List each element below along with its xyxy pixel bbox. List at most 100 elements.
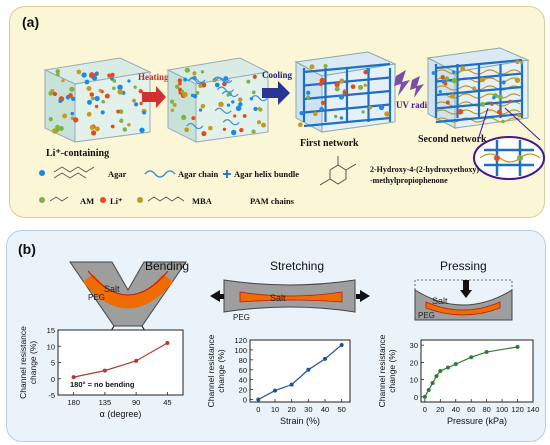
data-point (469, 355, 474, 360)
particle (73, 117, 79, 123)
particle (104, 93, 110, 99)
x-tick-label: 45 (163, 398, 171, 407)
particle (339, 78, 345, 84)
particle (110, 72, 115, 78)
particle (334, 86, 340, 92)
data-point (273, 388, 277, 393)
particle (201, 130, 207, 137)
particle (200, 103, 206, 109)
particle (175, 84, 180, 89)
data-point (71, 375, 76, 380)
y-tick-label: 0 (51, 375, 55, 384)
pressing-title: Pressing (440, 259, 487, 273)
uv-lightning-icon (394, 70, 424, 98)
particle (378, 104, 385, 111)
particle (208, 125, 213, 131)
legend-a: Agar Agar chain Agar helix bundle 2-Hydr… (39, 156, 479, 206)
particle (256, 120, 262, 125)
network-strand (303, 116, 391, 128)
particle (490, 102, 494, 106)
cube-heated (166, 57, 270, 143)
second-network-label: Second network (418, 134, 487, 145)
network-strand (435, 99, 523, 110)
particle (218, 101, 224, 108)
panel-b-label: (b) (18, 241, 36, 257)
particle (112, 86, 116, 91)
y-tick-label: 10 (47, 342, 55, 351)
particle (116, 109, 121, 114)
particle (55, 124, 60, 130)
particle (368, 105, 373, 110)
heating-arrow (142, 86, 166, 108)
particle (231, 129, 237, 136)
particle (70, 111, 75, 116)
stretching-schematic (210, 279, 370, 313)
x-tick-label: 0 (423, 405, 427, 414)
data-point (446, 365, 451, 370)
data-point (165, 341, 170, 345)
particle (214, 82, 220, 88)
particle (68, 93, 73, 99)
particle (452, 70, 456, 74)
particle (200, 70, 205, 74)
y-tick-label: 5 (51, 359, 55, 368)
particle (70, 96, 76, 102)
particle (139, 127, 145, 133)
particle (251, 129, 256, 134)
x-tick-label: 60 (467, 405, 475, 414)
particle (101, 99, 106, 104)
particle (339, 116, 344, 120)
x-axis-label: Strain (%) (280, 416, 320, 426)
heating-label: Heating (138, 72, 169, 82)
particle (319, 77, 326, 84)
particle (261, 122, 267, 128)
y-axis-label: change (%) (28, 341, 38, 385)
y-tick-label: -5 (48, 391, 55, 400)
y-tick-label: 20 (239, 386, 247, 395)
data-point (289, 382, 294, 387)
particle (457, 108, 464, 115)
particle (132, 98, 136, 103)
x-tick-label: 40 (452, 405, 460, 414)
legend-agar: Agar (108, 169, 127, 179)
particle (184, 127, 189, 133)
data-point (434, 374, 439, 379)
particle (472, 86, 477, 91)
data-point (256, 397, 261, 402)
particle (190, 93, 195, 97)
y-tick-label: 80 (239, 356, 247, 365)
data-point (426, 387, 431, 392)
data-point (306, 367, 311, 372)
cube-second-network (426, 47, 530, 129)
agar-chain (250, 95, 268, 102)
particle (508, 99, 512, 103)
y-tick-label: 100 (234, 346, 247, 355)
particle (498, 72, 503, 77)
cube-li-containing (43, 57, 152, 143)
particle (81, 72, 87, 78)
particle (451, 77, 458, 84)
data-point (323, 356, 327, 361)
y-tick-label: 20 (410, 358, 418, 367)
particle (517, 113, 522, 118)
particle (338, 94, 345, 100)
bending-schematic (69, 261, 187, 343)
particle (86, 85, 92, 92)
x-tick-label: 40 (321, 405, 329, 414)
particle (90, 96, 95, 101)
particle (253, 106, 258, 112)
particle (61, 79, 65, 83)
particle (309, 64, 315, 70)
particle (251, 90, 256, 95)
particle (231, 100, 235, 104)
y-tick-label: 40 (239, 376, 247, 385)
particle (480, 101, 486, 107)
particle (133, 85, 137, 89)
particle (363, 83, 367, 87)
particle (183, 77, 188, 82)
legend-photoinitiator-2: -methylpropiophenone (370, 176, 448, 185)
particle (55, 69, 61, 74)
x-tick-label: 180 (67, 398, 80, 407)
x-tick-label: 140 (527, 405, 540, 414)
particle (133, 102, 139, 107)
